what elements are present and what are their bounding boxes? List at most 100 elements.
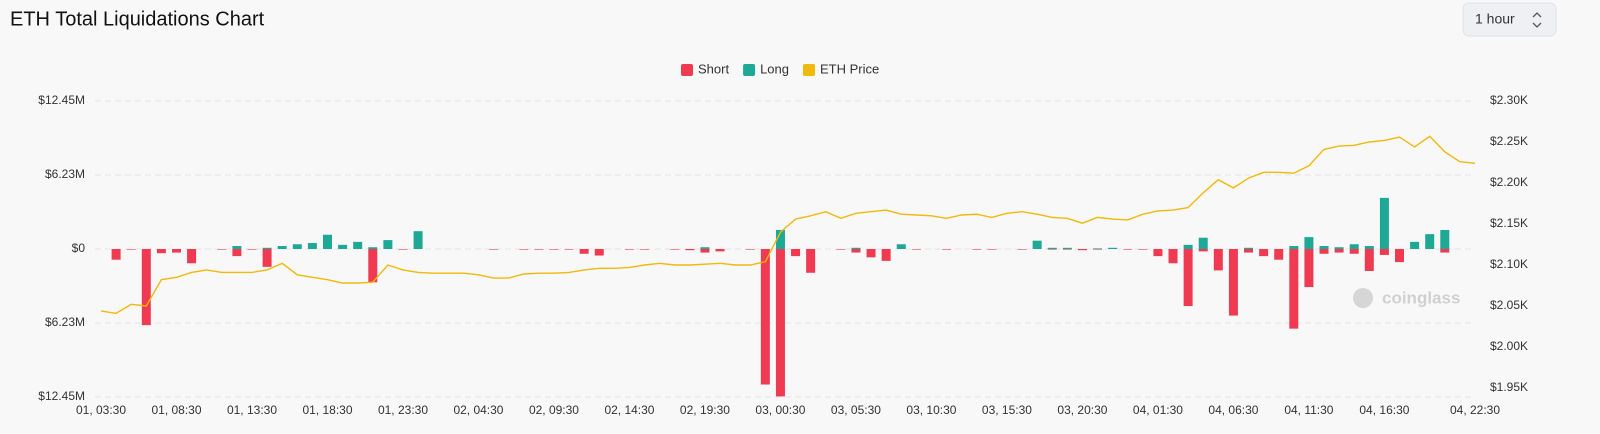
bar xyxy=(1364,246,1374,249)
watermark-logo xyxy=(1353,288,1373,308)
x-tick-label: 04, 06:30 xyxy=(1208,403,1258,417)
bar xyxy=(1440,229,1450,249)
bar xyxy=(156,249,166,254)
bar xyxy=(1274,249,1284,260)
bar xyxy=(232,249,242,257)
legend-swatch xyxy=(743,64,756,76)
bar xyxy=(745,249,755,250)
bar xyxy=(187,249,197,264)
bar xyxy=(942,249,952,250)
bar xyxy=(1198,249,1208,252)
bar xyxy=(715,249,725,252)
y2-tick-label: $2.10K xyxy=(1490,257,1528,271)
bar xyxy=(624,249,634,250)
bar xyxy=(338,244,348,249)
bar xyxy=(1138,249,1148,250)
bar xyxy=(851,249,861,253)
bar xyxy=(1244,247,1254,249)
x-tick-label: 01, 18:30 xyxy=(302,403,352,417)
x-tick-label: 02, 14:30 xyxy=(604,403,654,417)
bar xyxy=(670,249,680,250)
chart-title: ETH Total Liquidations Chart xyxy=(10,8,265,30)
x-tick-label: 01, 03:30 xyxy=(76,403,126,417)
y-tick-label: $12.45M xyxy=(38,93,85,107)
x-tick-label: 01, 23:30 xyxy=(378,403,428,417)
y2-tick-label: $2.15K xyxy=(1490,216,1528,230)
bar xyxy=(1289,249,1299,329)
bar xyxy=(1319,246,1329,249)
bar xyxy=(1153,249,1163,257)
bar xyxy=(111,249,121,260)
y2-tick-label: $1.95K xyxy=(1490,380,1528,394)
bar xyxy=(383,240,393,249)
bar xyxy=(911,249,921,250)
x-tick-label: 02, 19:30 xyxy=(680,403,730,417)
bar xyxy=(1349,249,1359,254)
interval-select[interactable] xyxy=(1462,2,1557,37)
bar xyxy=(232,246,242,249)
bar xyxy=(1017,249,1027,250)
x-tick-label: 03, 00:30 xyxy=(755,403,805,417)
watermark-text: coinglass xyxy=(1382,288,1460,307)
y-tick-label: $12.45M xyxy=(38,389,85,403)
x-tick-label: 03, 10:30 xyxy=(906,403,956,417)
x-tick-label: 01, 08:30 xyxy=(151,403,201,417)
legend-swatch xyxy=(681,64,693,76)
bar xyxy=(564,249,574,250)
x-tick-label: 02, 04:30 xyxy=(453,403,503,417)
bar xyxy=(685,249,695,251)
bar xyxy=(292,244,302,249)
price-line xyxy=(100,135,1476,315)
x-tick-label: 03, 05:30 xyxy=(831,403,881,417)
bar xyxy=(896,244,906,249)
bar xyxy=(1289,246,1299,249)
bar xyxy=(1198,237,1208,249)
legend-label: ETH Price xyxy=(820,61,879,76)
bar xyxy=(1062,249,1072,250)
bar xyxy=(549,249,559,250)
bar xyxy=(972,249,982,250)
bar xyxy=(307,243,317,249)
legend-label: Short xyxy=(698,61,729,76)
bar xyxy=(217,249,227,250)
bar xyxy=(836,249,846,250)
bar xyxy=(1032,240,1042,249)
bar xyxy=(640,249,650,250)
bar xyxy=(594,249,604,256)
y2-tick-label: $2.00K xyxy=(1490,339,1528,353)
interval-label[interactable]: 1 hour xyxy=(1475,11,1515,27)
bar xyxy=(1364,249,1374,271)
bar xyxy=(851,247,861,249)
x-tick-label: 03, 20:30 xyxy=(1057,403,1107,417)
bar xyxy=(700,247,710,249)
bar xyxy=(1123,249,1133,250)
x-tick-label: 04, 01:30 xyxy=(1133,403,1183,417)
bar xyxy=(866,249,876,258)
bar xyxy=(1093,249,1103,250)
y-tick-label: $6.23M xyxy=(45,167,85,181)
watermark: coinglass xyxy=(1353,288,1460,308)
bar xyxy=(1168,249,1178,264)
y2-tick-label: $2.05K xyxy=(1490,298,1528,312)
bar xyxy=(806,249,816,273)
bar xyxy=(1093,248,1103,249)
bar xyxy=(368,247,378,249)
bar xyxy=(791,249,801,257)
bar xyxy=(353,241,363,249)
bar xyxy=(1244,249,1254,253)
bar xyxy=(1349,244,1359,249)
bar xyxy=(519,249,529,250)
bar xyxy=(141,249,151,326)
bar xyxy=(1379,249,1389,255)
bar xyxy=(1077,249,1087,251)
bar xyxy=(775,229,785,249)
bar xyxy=(1379,197,1389,249)
bar xyxy=(1334,247,1344,249)
bar xyxy=(1047,247,1057,249)
bar xyxy=(1425,234,1435,249)
bar xyxy=(413,231,423,249)
y-tick-label: $0 xyxy=(72,241,86,255)
bar xyxy=(1334,249,1344,253)
